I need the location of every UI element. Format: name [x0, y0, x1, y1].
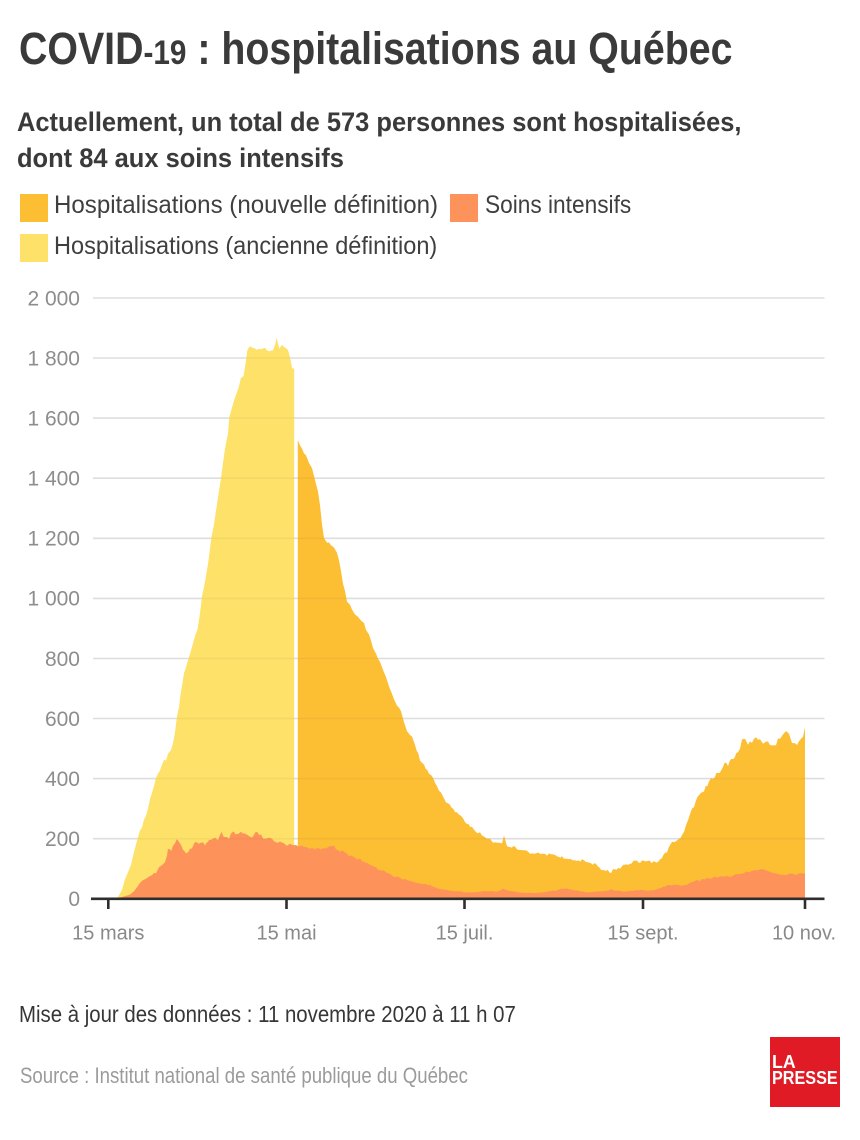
- svg-text:15 mai: 15 mai: [256, 923, 316, 945]
- svg-text:1 000: 1 000: [27, 588, 80, 611]
- svg-text:15 juil.: 15 juil.: [436, 923, 494, 945]
- svg-text:15 sept.: 15 sept.: [607, 923, 678, 945]
- svg-text:15 mars: 15 mars: [72, 923, 144, 945]
- svg-text:400: 400: [45, 768, 80, 791]
- svg-text:1 200: 1 200: [27, 528, 80, 551]
- svg-text:600: 600: [45, 708, 80, 731]
- svg-text:10 nov.: 10 nov.: [772, 923, 836, 945]
- svg-text:200: 200: [45, 828, 80, 851]
- svg-text:1 600: 1 600: [27, 407, 80, 430]
- svg-text:0: 0: [68, 888, 80, 911]
- svg-text:2 000: 2 000: [27, 287, 80, 310]
- svg-text:800: 800: [45, 648, 80, 671]
- svg-text:1 400: 1 400: [27, 468, 80, 491]
- svg-text:1 800: 1 800: [27, 347, 80, 370]
